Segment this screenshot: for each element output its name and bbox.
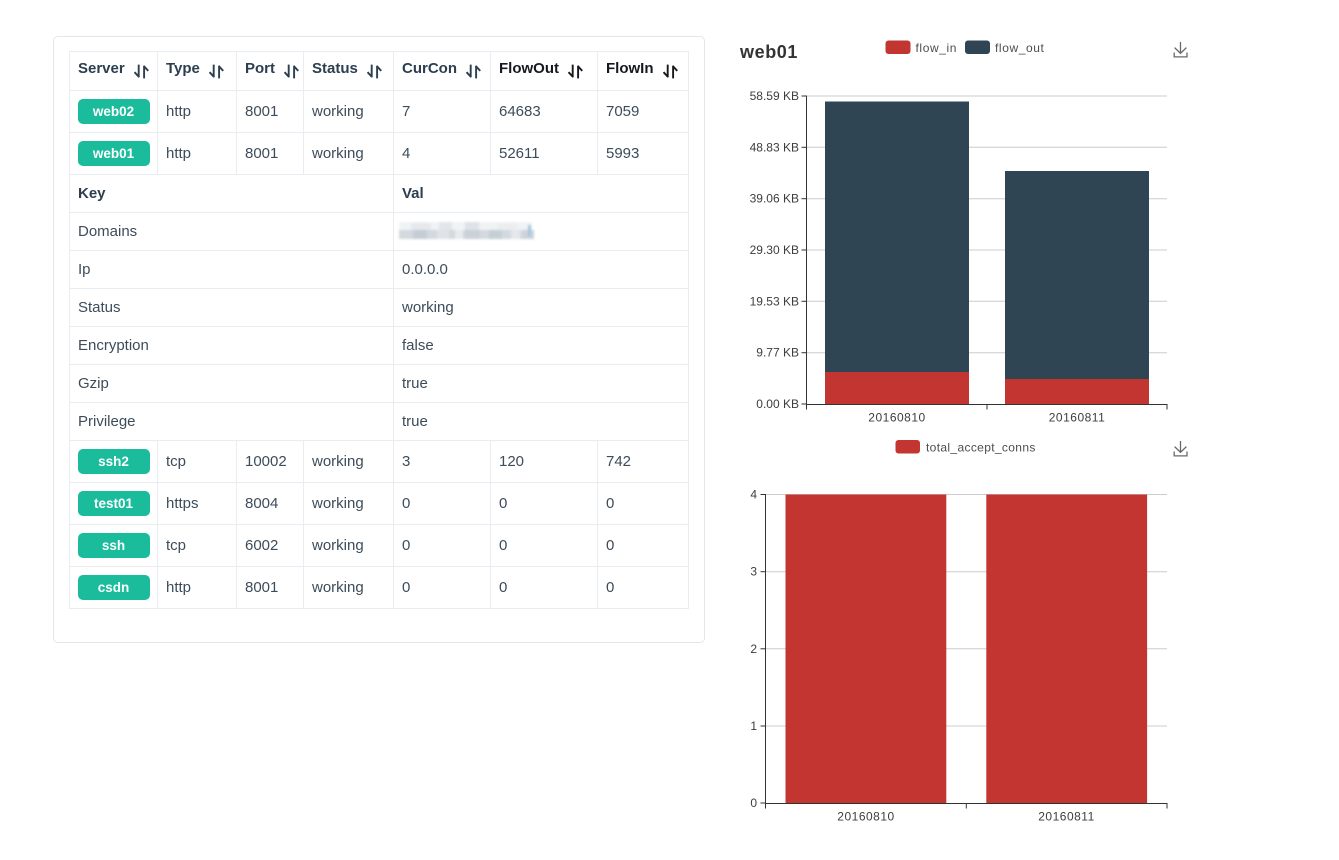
svg-text:0.00 KB: 0.00 KB [756, 397, 799, 411]
svg-text:4: 4 [750, 488, 757, 502]
svg-text:total_accept_conns: total_accept_conns [926, 441, 1036, 455]
svg-text:2: 2 [750, 642, 757, 656]
svg-text:3: 3 [750, 565, 757, 579]
svg-text:20160810: 20160810 [837, 810, 894, 824]
svg-text:0: 0 [750, 796, 757, 810]
svg-text:48.83 KB: 48.83 KB [750, 140, 799, 154]
svg-text:9.77 KB: 9.77 KB [756, 346, 799, 360]
svg-text:39.06 KB: 39.06 KB [750, 192, 799, 206]
svg-text:flow_out: flow_out [995, 41, 1045, 55]
svg-text:20160811: 20160811 [1049, 411, 1106, 425]
svg-text:58.59 KB: 58.59 KB [750, 89, 799, 103]
svg-text:web01: web01 [739, 42, 798, 62]
svg-text:20160811: 20160811 [1038, 810, 1095, 824]
svg-text:flow_in: flow_in [916, 41, 958, 55]
svg-text:19.53 KB: 19.53 KB [750, 294, 799, 308]
svg-text:29.30 KB: 29.30 KB [750, 243, 799, 257]
svg-text:1: 1 [750, 719, 757, 733]
svg-text:20160810: 20160810 [868, 411, 925, 425]
